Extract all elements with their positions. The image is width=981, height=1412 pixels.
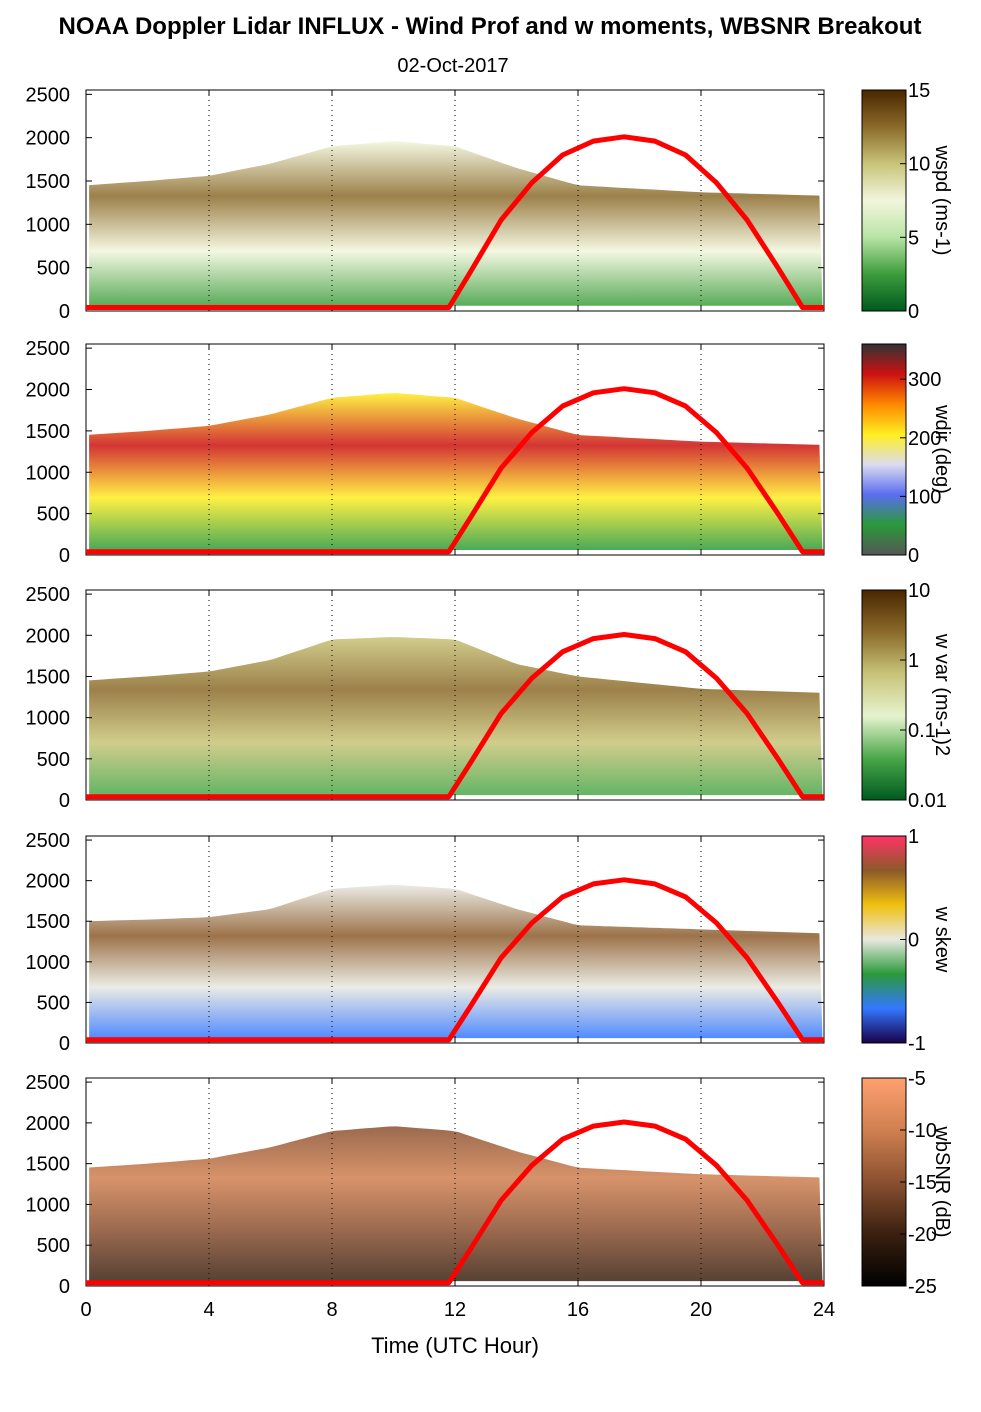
colorbar-tick-label: 0.1 xyxy=(908,720,936,742)
y-tick-label: 1000 xyxy=(26,214,71,236)
colorbar xyxy=(861,343,907,556)
x-tick-label: 0 xyxy=(80,1299,91,1321)
colorbar-tick-label: 0 xyxy=(908,301,919,323)
colorbar-tick-label: 1 xyxy=(908,650,919,672)
y-tick-label: 1500 xyxy=(26,1154,71,1176)
y-tick-label: 1500 xyxy=(26,911,71,933)
y-tick-label: 0 xyxy=(59,1033,70,1055)
sun-elevation-curve xyxy=(86,1119,824,1286)
y-tick-label: 500 xyxy=(37,992,70,1014)
colorbar-tick-label: 100 xyxy=(908,486,941,508)
y-tick-label: 1000 xyxy=(26,708,71,730)
colorbar xyxy=(861,589,907,801)
y-tick-label: 2000 xyxy=(26,871,71,893)
y-tick-label: 2500 xyxy=(26,338,71,360)
colorbar-tick-label: -15 xyxy=(908,1172,937,1194)
y-tick-label: 1000 xyxy=(26,462,71,484)
panel-3: 0 500 1000 1500 2000 2500 0.01 0.1 1 10 w var (ms-… xyxy=(26,580,954,812)
colorbar xyxy=(861,89,907,312)
colorbar-tick-label: -25 xyxy=(908,1276,937,1298)
colorbar-label: wbSNR (dB) xyxy=(931,1125,953,1237)
y-tick-label: 2500 xyxy=(26,84,71,106)
colorbar-tick-label: 300 xyxy=(908,369,941,391)
colorbar-tick-label: 5 xyxy=(908,227,919,249)
colorbar-tick-label: -5 xyxy=(908,1068,926,1090)
panel-4: 0 500 1000 1500 2000 2500 -1 0 1 w skew xyxy=(26,826,954,1055)
y-tick-label: 2500 xyxy=(26,830,71,852)
chart-title: NOAA Doppler Lidar INFLUX - Wind Prof an… xyxy=(59,13,922,40)
colorbar-tick-label: -20 xyxy=(908,1224,937,1246)
sun-elevation-curve xyxy=(86,134,824,310)
colorbar-tick-label: -10 xyxy=(908,1120,937,1142)
y-tick-label: 1500 xyxy=(26,171,71,193)
y-tick-label: 500 xyxy=(37,749,70,771)
data-curtain xyxy=(89,884,823,1039)
sun-elevation-curve xyxy=(86,632,824,800)
y-tick-label: 500 xyxy=(37,504,70,526)
colorbar xyxy=(861,835,907,1044)
data-curtain xyxy=(89,1126,823,1282)
y-tick-label: 0 xyxy=(59,545,70,567)
y-tick-label: 1000 xyxy=(26,1194,71,1216)
y-tick-label: 1500 xyxy=(26,666,71,688)
y-tick-label: 2000 xyxy=(26,1113,71,1135)
y-tick-label: 2000 xyxy=(26,128,71,150)
sun-elevation-curve xyxy=(86,877,824,1043)
colorbar-tick-label: 15 xyxy=(908,80,930,102)
colorbar-tick-label: 10 xyxy=(908,580,930,602)
y-tick-label: 1500 xyxy=(26,421,71,443)
y-tick-label: 0 xyxy=(59,1276,70,1298)
colorbar xyxy=(861,1077,907,1287)
colorbar-label: wdir (deg) xyxy=(931,404,953,494)
y-tick-label: 1000 xyxy=(26,952,71,974)
panel-1: 0 500 1000 1500 2000 2500 0 5 10 15 wspd (ms-1) xyxy=(26,80,954,323)
x-axis-label: Time (UTC Hour) xyxy=(371,1333,539,1358)
y-tick-label: 2000 xyxy=(26,625,71,647)
y-tick-label: 2000 xyxy=(26,380,71,402)
colorbar-label: w var (ms-1)2 xyxy=(931,633,953,756)
data-curtain xyxy=(89,393,823,550)
data-curtain xyxy=(89,141,823,306)
colorbar-tick-label: 200 xyxy=(908,428,941,450)
x-tick-label: 16 xyxy=(567,1299,589,1321)
colorbar-tick-label: 0.01 xyxy=(908,790,947,812)
colorbar-label: w skew xyxy=(931,906,953,973)
colorbar-label: wspd (ms-1) xyxy=(931,144,953,255)
panel-5: 0 4 8 12 16 20 24 0 500 1000 1500 2000 2500 -5 -10 -15 -… xyxy=(26,1068,954,1321)
x-tick-label: 24 xyxy=(813,1299,835,1321)
chart-subtitle: 02-Oct-2017 xyxy=(397,55,508,77)
colorbar-tick-label: 1 xyxy=(908,826,919,848)
colorbar-tick-label: -1 xyxy=(908,1033,926,1055)
y-tick-label: 0 xyxy=(59,790,70,812)
panel-2: 0 500 1000 1500 2000 2500 0 100 200 300 wdir (deg) xyxy=(26,338,954,567)
x-tick-label: 20 xyxy=(690,1299,712,1321)
colorbar-tick-label: 10 xyxy=(908,154,930,176)
colorbar-tick-label: 0 xyxy=(908,930,919,952)
data-curtain xyxy=(89,637,823,796)
y-tick-label: 500 xyxy=(37,1235,70,1257)
y-tick-label: 500 xyxy=(37,258,70,280)
y-tick-label: 0 xyxy=(59,301,70,323)
y-tick-label: 2500 xyxy=(26,584,71,606)
x-tick-label: 4 xyxy=(203,1299,214,1321)
sun-elevation-curve xyxy=(86,386,824,555)
y-tick-label: 2500 xyxy=(26,1072,71,1094)
x-tick-label: 8 xyxy=(326,1299,337,1321)
x-tick-label: 12 xyxy=(444,1299,466,1321)
colorbar-tick-label: 0 xyxy=(908,545,919,567)
